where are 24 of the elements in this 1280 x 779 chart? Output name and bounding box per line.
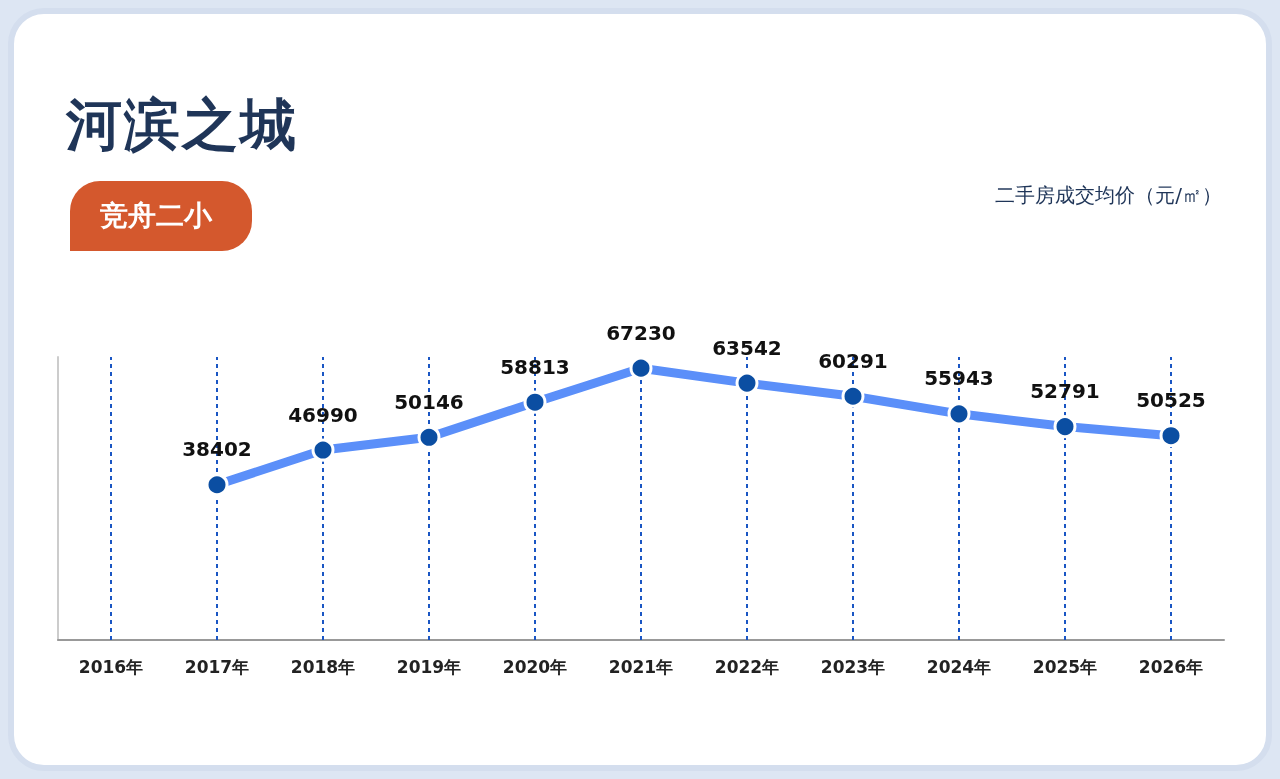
data-label: 58813: [500, 354, 570, 379]
data-label: 67230: [606, 320, 676, 345]
x-tick-label: 2025年: [1032, 656, 1098, 677]
x-tick-label: 2022年: [714, 656, 780, 677]
chart-title: 河滨之城: [66, 91, 298, 159]
data-label: 50146: [394, 389, 464, 414]
x-tick-label: 2026年: [1138, 656, 1204, 677]
x-tick-label: 2021年: [608, 656, 674, 677]
x-tick-label: 2018年: [290, 656, 356, 677]
x-tick-label: 2019年: [396, 656, 462, 677]
data-label: 50525: [1136, 388, 1206, 413]
x-tick-label: 2024年: [926, 656, 992, 677]
x-tick-label: 2017年: [184, 656, 250, 677]
data-label: 63542: [712, 335, 782, 360]
data-label: 46990: [288, 402, 358, 427]
x-tick-label: 2023年: [820, 656, 886, 677]
data-label: 60291: [818, 348, 888, 373]
x-tick-label: 2016年: [78, 656, 144, 677]
text: 二手房成交均价（元/㎡）: [995, 182, 1222, 209]
chart-subtitle: 竞舟二小: [70, 181, 252, 251]
x-tick-label: 2020年: [502, 656, 568, 677]
data-label: 55943: [924, 366, 994, 391]
data-label: 38402: [182, 437, 252, 462]
data-label: 52791: [1030, 379, 1100, 404]
